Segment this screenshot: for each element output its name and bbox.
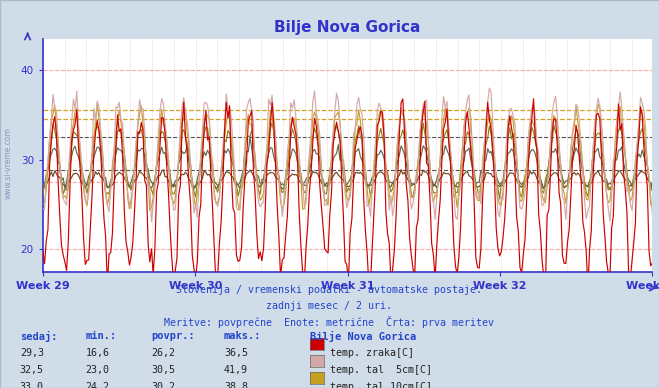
Text: zadnji mesec / 2 uri.: zadnji mesec / 2 uri. (266, 301, 393, 311)
Text: 26,2: 26,2 (152, 348, 175, 358)
Text: 32,5: 32,5 (20, 365, 43, 375)
Text: sedaj:: sedaj: (20, 331, 57, 341)
Text: 38,8: 38,8 (224, 382, 248, 388)
Text: povpr.:: povpr.: (152, 331, 195, 341)
Text: 33,0: 33,0 (20, 382, 43, 388)
Text: www.si-vreme.com: www.si-vreme.com (3, 127, 13, 199)
Title: Bilje Nova Gorica: Bilje Nova Gorica (274, 20, 421, 35)
Text: 30,5: 30,5 (152, 365, 175, 375)
Text: 24,2: 24,2 (86, 382, 109, 388)
Text: 30,2: 30,2 (152, 382, 175, 388)
Text: Bilje Nova Gorica: Bilje Nova Gorica (310, 331, 416, 341)
Text: temp. zraka[C]: temp. zraka[C] (330, 348, 413, 358)
Text: Slovenija / vremenski podatki - avtomatske postaje.: Slovenija / vremenski podatki - avtomats… (177, 285, 482, 295)
Text: Meritve: povprečne  Enote: metrične  Črta: prva meritev: Meritve: povprečne Enote: metrične Črta:… (165, 316, 494, 328)
Text: min.:: min.: (86, 331, 117, 341)
Text: maks.:: maks.: (224, 331, 262, 341)
Text: 29,3: 29,3 (20, 348, 43, 358)
Text: temp. tal 10cm[C]: temp. tal 10cm[C] (330, 382, 432, 388)
Text: 41,9: 41,9 (224, 365, 248, 375)
Text: temp. tal  5cm[C]: temp. tal 5cm[C] (330, 365, 432, 375)
Text: 23,0: 23,0 (86, 365, 109, 375)
Text: 16,6: 16,6 (86, 348, 109, 358)
Text: 36,5: 36,5 (224, 348, 248, 358)
